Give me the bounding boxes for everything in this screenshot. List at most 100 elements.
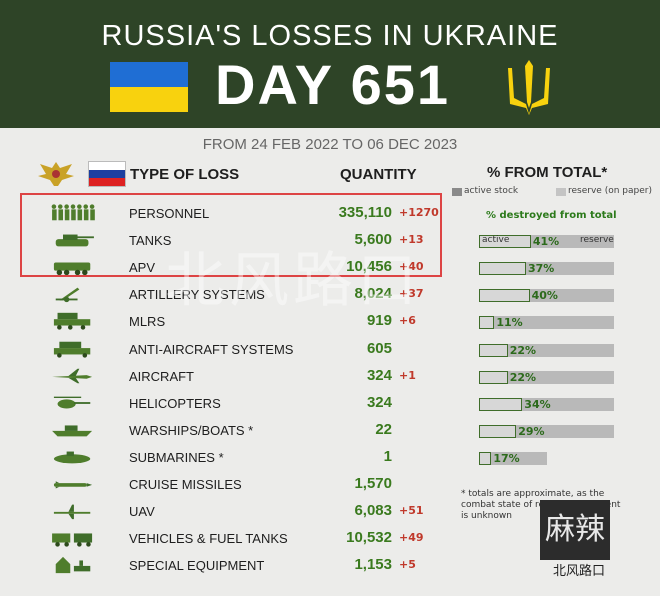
apv-icon	[53, 262, 91, 276]
daily-increase: +5	[399, 558, 416, 572]
loss-type-label: PERSONNEL	[129, 206, 210, 221]
mlrs-icon	[53, 313, 91, 331]
loss-quantity: 1,153	[354, 556, 392, 574]
loss-type-label: VEHICLES & FUEL TANKS	[129, 531, 288, 547]
special-equipment-icon	[55, 557, 91, 574]
tank-icon	[55, 234, 94, 247]
percent-bar: 22%	[479, 370, 614, 384]
table-row: CRUISE MISSILES 1,570	[0, 471, 660, 498]
table-row: SUBMARINES * 1 17%	[0, 444, 660, 471]
watermark-center: 北风路口	[165, 246, 421, 316]
percent-bar: 34%	[479, 397, 614, 411]
active-bar	[479, 451, 492, 465]
percent-value: 41%	[532, 235, 560, 249]
daily-increase: +1	[399, 368, 416, 382]
table-row: MLRS 919 +6 11%	[0, 308, 660, 335]
percent-bar: 40%	[479, 289, 614, 303]
loss-type-label: HELICOPTERS	[129, 395, 221, 411]
percent-bar: 37%	[479, 262, 614, 276]
loss-quantity: 1	[383, 447, 392, 465]
percent-value: 37%	[527, 262, 555, 276]
active-bar	[479, 289, 530, 303]
legend-active-swatch	[452, 188, 462, 196]
table-row: WARSHIPS/BOATS * 22 29%	[0, 417, 660, 444]
header-banner: RUSSIA'S LOSSES IN UKRAINE DAY 651	[0, 0, 660, 128]
table-row: PERSONNEL 335,110 +1270	[0, 200, 660, 227]
reserve-bar	[479, 343, 614, 357]
percent-destroyed-caption: % destroyed from total	[486, 210, 617, 221]
loss-quantity: 1,570	[354, 475, 392, 492]
active-bar	[479, 316, 495, 330]
daily-increase: +13	[399, 233, 424, 247]
percent-value: 11%	[496, 316, 523, 330]
trident-icon	[508, 60, 550, 115]
percent-value: 22%	[509, 370, 537, 384]
loss-type-label: ANTI-AIRCRAFT SYSTEMS	[129, 341, 294, 357]
date-range: FROM 24 FEB 2022 TO 06 DEC 2023	[202, 136, 458, 153]
percent-bar: active reserve 41%	[479, 235, 614, 249]
daily-increase: +37	[399, 287, 424, 301]
loss-quantity: 335,110	[338, 204, 392, 221]
legend-reserve-swatch	[556, 188, 566, 196]
loss-type-label: SPECIAL EQUIPMENT	[129, 558, 265, 574]
watermark-corner: 北风路口	[553, 564, 606, 579]
uav-icon	[53, 504, 91, 520]
loss-quantity: 5,600	[354, 231, 392, 249]
loss-quantity: 10,456	[346, 258, 392, 276]
type-of-loss-header: TYPE OF LOSS	[130, 166, 240, 183]
daily-increase: +6	[399, 314, 416, 328]
reserve-bar	[479, 316, 614, 330]
percent-value: 34%	[524, 397, 551, 411]
loss-type-label: UAV	[129, 504, 155, 520]
table-row: VEHICLES & FUEL TANKS 10,532 +49	[0, 525, 660, 552]
loss-quantity: 6,083	[354, 502, 392, 520]
loss-quantity: 22	[375, 420, 392, 438]
table-row: ARTILLERY SYSTEMS 8,024 +37 40%	[0, 281, 660, 308]
page-title: RUSSIA'S LOSSES IN UKRAINE	[101, 20, 559, 52]
active-bar	[479, 370, 508, 384]
percent-bar: 22%	[479, 343, 614, 357]
percent-value: 29%	[518, 424, 545, 438]
loss-type-label: APV	[129, 260, 156, 276]
vehicles-icon	[52, 533, 93, 547]
loss-type-label: AIRCRAFT	[129, 368, 194, 384]
active-bar	[479, 343, 508, 357]
bar-active-label: active	[482, 235, 510, 246]
bar-reserve-label: reserve	[580, 235, 614, 246]
daily-increase: +40	[399, 260, 424, 274]
loss-type-label: TANKS	[129, 233, 172, 249]
russia-flag-icon	[88, 161, 126, 187]
active-bar	[479, 235, 531, 249]
legend-reserve-label: reserve (on paper)	[568, 186, 652, 196]
helicopter-icon	[53, 396, 91, 409]
aircraft-icon	[52, 368, 93, 383]
loss-type-label: WARSHIPS/BOATS *	[129, 422, 254, 438]
percent-bar: 11%	[479, 316, 614, 330]
warship-icon	[52, 425, 93, 437]
soldiers-icon	[51, 204, 95, 221]
loss-type-label: MLRS	[129, 314, 166, 330]
loss-quantity: 919	[366, 312, 392, 330]
active-bar	[479, 397, 523, 411]
submarine-icon	[53, 451, 91, 464]
table-row: ANTI-AIRCRAFT SYSTEMS 605 22%	[0, 336, 660, 363]
percent-value: 22%	[509, 343, 537, 357]
watermark-stamp: 麻辣	[540, 500, 610, 560]
percent-value: 17%	[493, 451, 520, 465]
active-bar	[479, 262, 526, 276]
ukraine-flag-icon	[110, 62, 188, 112]
percent-header: % FROM TOTAL*	[487, 164, 608, 181]
anti-aircraft-icon	[53, 341, 91, 358]
table-row: TANKS 5,600 +13 active reserve 41%	[0, 227, 660, 254]
cruise-missile-icon	[53, 481, 93, 489]
quantity-header: QUANTITY	[340, 166, 417, 183]
loss-type-label: CRUISE MISSILES	[129, 477, 242, 492]
table-row: SPECIAL EQUIPMENT 1,153 +5	[0, 552, 660, 579]
loss-quantity: 605	[366, 339, 392, 357]
percent-value: 40%	[531, 289, 558, 303]
russian-eagle-icon	[38, 162, 74, 186]
column-headers: TYPE OF LOSS QUANTITY % FROM TOTAL* acti…	[0, 158, 660, 198]
loss-quantity: 324	[366, 366, 392, 384]
loss-quantity: 10,532	[346, 529, 392, 547]
table-row: UAV 6,083 +51	[0, 498, 660, 525]
